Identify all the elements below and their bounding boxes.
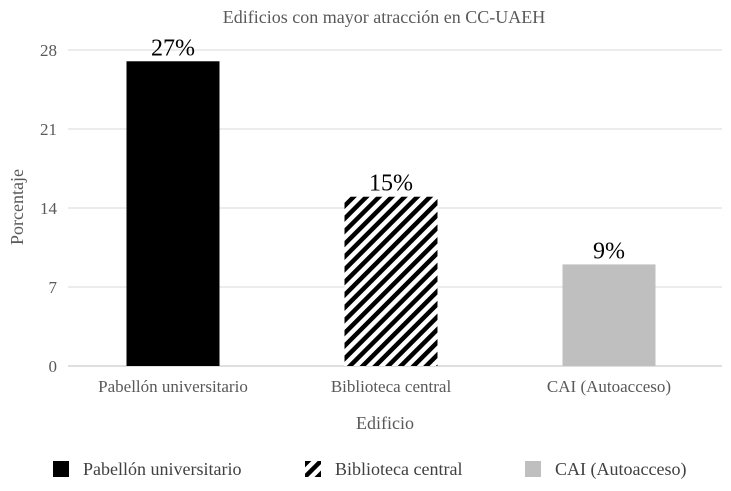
legend-item: CAI (Autoacceso) — [525, 455, 686, 483]
legend-swatch — [525, 461, 541, 477]
y-axis-label: Porcentaje — [7, 169, 27, 245]
chart-canvas: Edificios con mayor atracción en CC-UAEH… — [7, 7, 722, 433]
data-label: 27% — [151, 35, 195, 61]
bars — [126, 61, 656, 367]
x-axis-ticks: Pabellón universitario Biblioteca central… — [98, 377, 671, 396]
y-tick-label: 28 — [40, 41, 57, 60]
y-tick-label: 7 — [49, 278, 58, 297]
legend: Pabellón universitario Biblioteca central… — [0, 455, 731, 483]
bar — [562, 264, 656, 366]
x-tick-label: Biblioteca central — [331, 377, 452, 396]
legend-swatch — [53, 461, 69, 477]
data-label: 9% — [593, 238, 625, 264]
legend-swatch — [305, 461, 321, 477]
legend-item: Biblioteca central — [305, 455, 462, 483]
y-axis-ticks: 0 7 14 21 28 — [40, 41, 58, 376]
x-tick-label: CAI (Autoacceso) — [547, 377, 671, 396]
x-tick-label: Pabellón universitario — [98, 377, 248, 396]
legend-label: CAI (Autoacceso) — [555, 458, 687, 479]
bar — [126, 61, 220, 367]
bar — [344, 196, 438, 366]
legend-item: Pabellón universitario — [53, 455, 241, 483]
y-tick-label: 0 — [49, 357, 58, 376]
legend-label: Pabellón universitario — [83, 458, 242, 479]
data-labels: 27% 15% 9% — [151, 35, 625, 264]
x-axis-label: Edificio — [356, 413, 414, 433]
y-tick-label: 14 — [40, 199, 58, 218]
legend-label: Biblioteca central — [335, 458, 463, 479]
data-label: 15% — [369, 171, 413, 197]
y-tick-label: 21 — [40, 120, 57, 139]
chart-title: Edificios con mayor atracción en CC-UAEH — [223, 7, 545, 27]
